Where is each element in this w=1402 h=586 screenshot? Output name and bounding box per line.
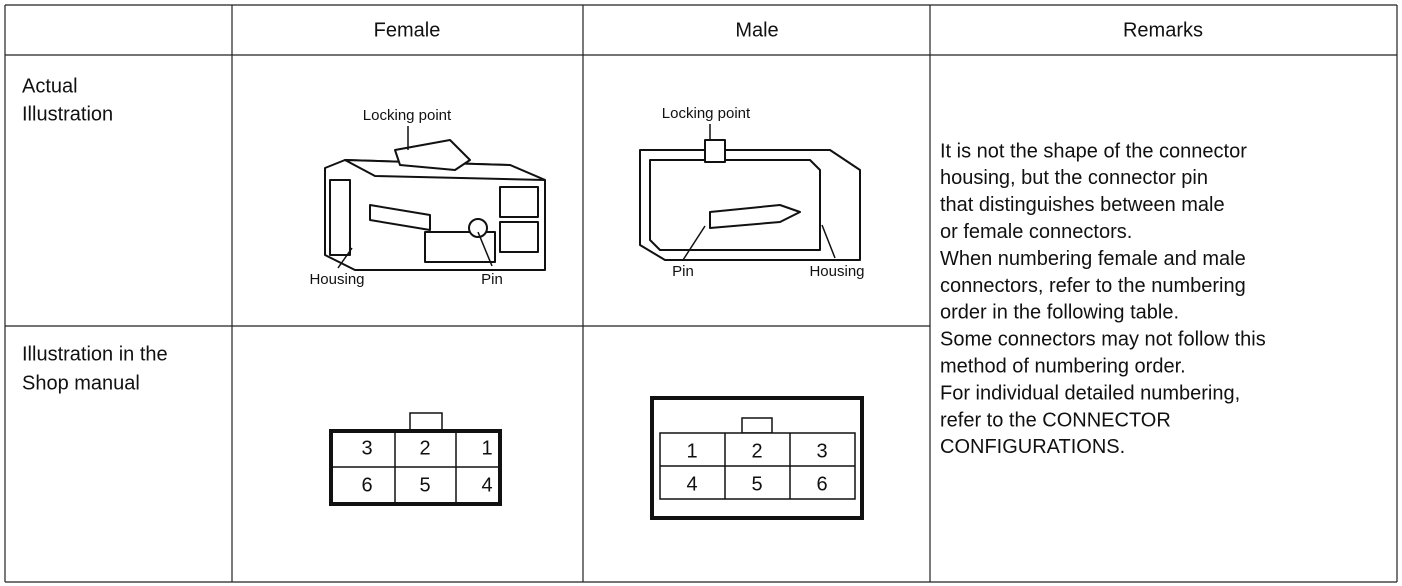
remarks-line: housing, but the connector pin: [940, 167, 1208, 189]
remarks-line: refer to the CONNECTOR: [940, 409, 1171, 431]
row-label: Illustration in the: [22, 343, 168, 365]
remarks-line: When numbering female and male: [940, 248, 1246, 270]
callout-label: Housing: [809, 263, 864, 280]
remarks-line: that distinguishes between male: [940, 194, 1225, 216]
male-illustration: [639, 124, 861, 261]
pin-number: 4: [686, 473, 697, 495]
pin-number: 1: [686, 440, 697, 462]
remarks-line: order in the following table.: [940, 302, 1179, 324]
remarks-line: Some connectors may not follow this: [940, 329, 1266, 351]
pin-number: 6: [361, 474, 372, 496]
female-illustration: [324, 126, 546, 271]
pin-number: 6: [816, 473, 827, 495]
male-pin-diagram: [650, 396, 864, 520]
header-cell: Remarks: [1123, 19, 1203, 41]
remarks-line: or female connectors.: [940, 221, 1132, 243]
callout-label: Housing: [309, 271, 364, 288]
callout-label: Locking point: [363, 107, 452, 124]
callout-label: Locking point: [662, 105, 751, 122]
pin-number: 1: [481, 437, 492, 459]
header-cell: Female: [374, 19, 441, 41]
pin-number: 5: [751, 473, 762, 495]
callout-label: Pin: [672, 263, 694, 280]
remarks-line: CONFIGURATIONS.: [940, 436, 1125, 458]
remarks-line: It is not the shape of the connector: [940, 140, 1247, 162]
pin-number: 3: [816, 440, 827, 462]
pin-number: 4: [481, 474, 492, 496]
table-grid: [4, 4, 1398, 583]
pin-number: 2: [751, 440, 762, 462]
pin-number: 5: [419, 474, 430, 496]
pin-number: 3: [361, 437, 372, 459]
callout-label: Pin: [481, 271, 503, 288]
female-pin-diagram: [329, 412, 502, 506]
row-label: Actual: [22, 75, 78, 97]
pin-numbers: 3 2 1 6 5 4 1 2 3 4 5 6: [361, 437, 827, 496]
row-label: Illustration: [22, 103, 113, 125]
row-label: Shop manual: [22, 372, 140, 394]
remarks-line: method of numbering order.: [940, 355, 1186, 377]
header-cell: Male: [735, 19, 778, 41]
pin-number: 2: [419, 437, 430, 459]
remarks: It is not the shape of the connector hous…: [940, 140, 1266, 458]
remarks-line: For individual detailed numbering,: [940, 382, 1240, 404]
remarks-line: connectors, refer to the numbering: [940, 275, 1246, 297]
